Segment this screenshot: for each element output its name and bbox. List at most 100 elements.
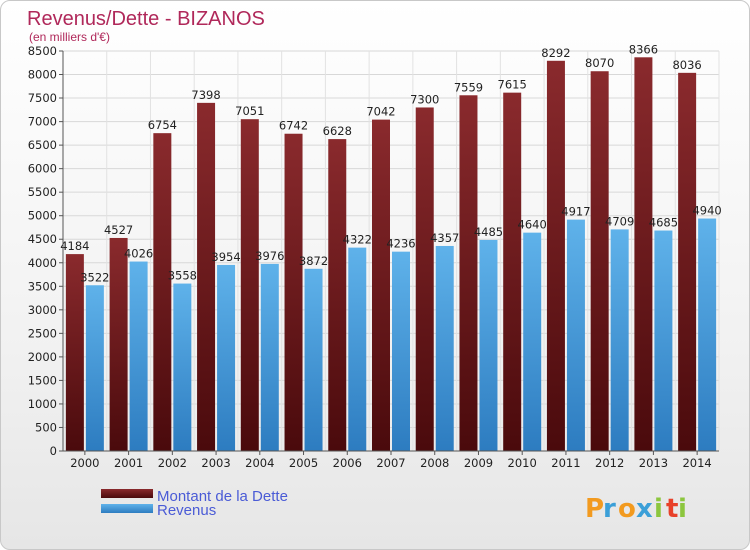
x-tick-label: 2004: [245, 456, 274, 470]
data-label-revenus: 4940: [692, 204, 721, 218]
legend-swatch-dette: [101, 489, 153, 498]
y-tick-label: 7500: [28, 91, 57, 105]
y-tick-label: 8000: [28, 68, 57, 82]
data-label-revenus: 4236: [386, 237, 415, 251]
y-tick-label: 4000: [28, 256, 57, 270]
y-tick-label: 8500: [28, 44, 57, 58]
bar-revenus: [129, 261, 148, 451]
data-label-dette: 8070: [585, 56, 614, 70]
legend-swatch-revenus: [101, 504, 153, 513]
bar-dette: [546, 60, 565, 451]
y-tick-label: 0: [50, 444, 57, 458]
x-tick-label: 2011: [551, 456, 580, 470]
x-tick-label: 2001: [114, 456, 143, 470]
data-label-dette: 8366: [629, 42, 658, 56]
logo-letter: P: [585, 494, 604, 524]
bar-revenus: [698, 218, 717, 451]
data-label-revenus: 3558: [168, 269, 197, 283]
data-label-dette: 8036: [672, 58, 701, 72]
data-label-revenus: 4322: [343, 233, 372, 247]
y-tick-label: 1000: [28, 397, 57, 411]
data-label-dette: 7398: [191, 88, 220, 102]
data-label-revenus: 3976: [255, 249, 284, 263]
logo-letter: x: [636, 494, 653, 524]
bar-dette: [65, 254, 84, 451]
x-tick-label: 2002: [158, 456, 187, 470]
logo-letter: o: [618, 494, 636, 524]
x-tick-label: 2010: [508, 456, 537, 470]
y-tick-label: 3500: [28, 279, 57, 293]
bar-revenus: [435, 245, 454, 451]
bar-revenus: [260, 263, 279, 451]
data-label-dette: 7051: [235, 104, 264, 118]
chart-title: Revenus/Dette - BIZANOS: [27, 8, 265, 30]
data-label-revenus: 3954: [211, 250, 240, 264]
data-label-revenus: 4026: [124, 247, 153, 261]
data-label-revenus: 4917: [561, 205, 590, 219]
y-tick-label: 2000: [28, 350, 57, 364]
data-label-revenus: 4485: [474, 225, 503, 239]
bar-revenus: [392, 251, 410, 451]
axes: 0 500 1000 1500 2000 2500 3000 3500 4000 4500 5000…: [28, 44, 719, 470]
x-tick-label: 2006: [333, 456, 362, 470]
data-label-dette: 4527: [104, 223, 133, 237]
bar-revenus: [348, 247, 367, 451]
logo-letter: t: [666, 494, 678, 524]
logo-letter: r: [603, 494, 616, 524]
data-label-dette: 6628: [323, 124, 352, 138]
bar-dette: [328, 139, 347, 451]
bar-dette: [634, 57, 653, 452]
bar-dette: [459, 95, 478, 452]
x-tick-label: 2014: [682, 456, 711, 470]
grid-lines: [62, 50, 720, 452]
y-tick-label: 500: [35, 420, 57, 434]
bar-dette: [153, 133, 172, 451]
y-tick-label: 6500: [28, 138, 57, 152]
data-label-revenus: 4357: [430, 231, 459, 245]
bar-dette: [503, 92, 522, 451]
bar-dette: [240, 119, 259, 451]
x-tick-label: 2008: [420, 456, 449, 470]
y-tick-label: 7000: [28, 115, 57, 129]
data-label-dette: 8292: [541, 46, 570, 60]
legend-label-revenus: Revenus: [157, 502, 216, 519]
y-tick-label: 5500: [28, 185, 57, 199]
logo-letter: i: [678, 494, 687, 524]
bar-dette: [678, 72, 697, 451]
y-tick-label: 1500: [28, 373, 57, 387]
bar-dette: [590, 71, 609, 451]
bar-dette: [415, 107, 434, 452]
data-label-revenus: 3872: [299, 254, 328, 268]
data-label-revenus: 4685: [649, 216, 678, 230]
bar-revenus: [173, 283, 192, 451]
data-label-dette: 7300: [410, 92, 439, 106]
y-tick-label: 3000: [28, 303, 57, 317]
data-label-dette: 7042: [366, 105, 395, 119]
y-tick-label: 2500: [28, 326, 57, 340]
legend-label-dette: Montant de la Dette: [157, 488, 288, 505]
x-tick-label: 2000: [70, 456, 99, 470]
data-label-dette: 7615: [498, 78, 527, 92]
y-tick-label: 4500: [28, 232, 57, 246]
bar-revenus: [85, 285, 104, 451]
x-tick-label: 2005: [289, 456, 318, 470]
data-label-revenus: 3522: [80, 270, 109, 284]
x-tick-label: 2009: [464, 456, 493, 470]
x-tick-label: 2012: [595, 456, 624, 470]
bar-dette: [284, 133, 303, 451]
x-tick-label: 2003: [201, 456, 230, 470]
data-label-dette: 4184: [60, 239, 89, 253]
bar-dette: [109, 237, 128, 451]
data-label-dette: 6742: [279, 119, 308, 133]
bar-revenus: [566, 219, 585, 451]
data-label-dette: 7559: [454, 80, 483, 94]
chart-subtitle: (en milliers d'€): [29, 30, 110, 44]
bar-revenus: [654, 230, 673, 451]
bar-revenus: [217, 264, 236, 451]
logo-letter: i: [654, 494, 663, 524]
data-label-revenus: 4640: [518, 218, 547, 232]
legend: Montant de la Dette Revenus: [101, 488, 288, 519]
bar-revenus: [479, 239, 498, 451]
